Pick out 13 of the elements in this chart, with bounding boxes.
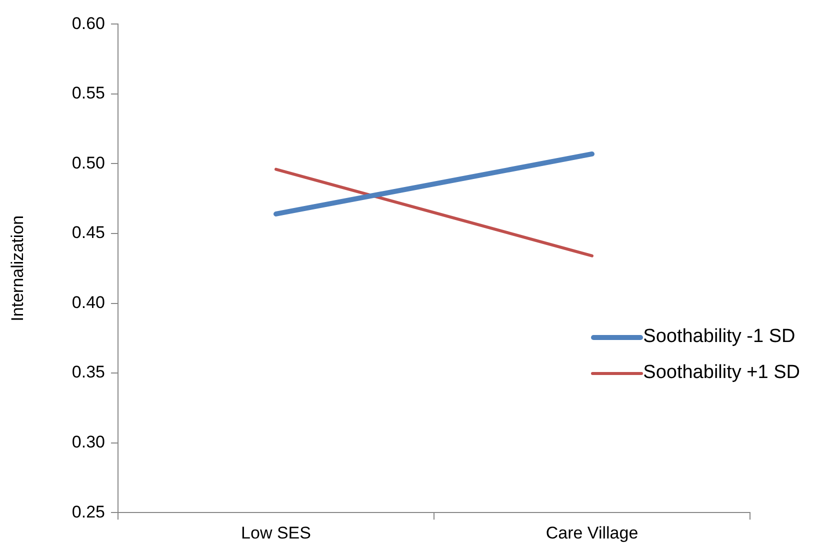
y-tick-label: 0.50 (72, 153, 105, 172)
y-tick-label: 0.45 (72, 223, 105, 242)
y-tick-label: 0.30 (72, 432, 105, 452)
y-tick-label: 0.35 (72, 362, 105, 382)
y-tick-label: 0.25 (72, 502, 105, 522)
x-tick-label: Low SES (241, 523, 311, 542)
y-tick-label: 0.40 (72, 292, 105, 312)
legend-label: Soothability +1 SD (643, 362, 800, 384)
y-tick-label: 0.55 (72, 84, 105, 103)
x-tick-label: Care Village (546, 523, 638, 542)
y-axis-title: Internalization (8, 215, 27, 322)
legend-label: Soothability -1 SD (643, 326, 796, 348)
y-tick-label: 0.60 (72, 14, 105, 33)
